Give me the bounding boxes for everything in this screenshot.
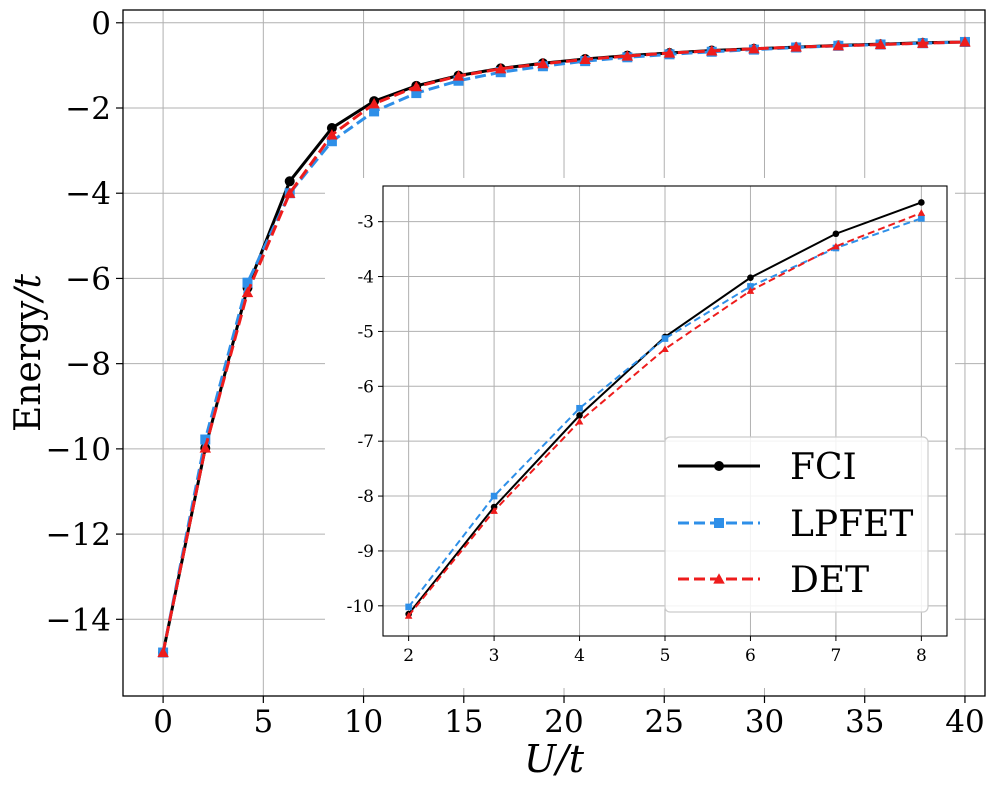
legend-entry-fci: FCI <box>678 447 857 488</box>
circle-marker <box>576 412 583 419</box>
triangle-marker <box>959 36 971 47</box>
square-marker <box>747 283 754 290</box>
triangle-marker <box>157 646 169 658</box>
legend: FCI LPFET DET <box>664 436 929 613</box>
legend-entry-det: DET <box>678 560 869 601</box>
inset-x-tick-label: 5 <box>660 646 671 666</box>
circle-marker <box>326 123 337 134</box>
inset-x-tick-label: 3 <box>489 646 500 666</box>
triangle-marker <box>705 45 718 56</box>
square-marker <box>490 492 498 500</box>
y-tick-label: −8 <box>65 347 111 383</box>
inset-y-tick-label: -7 <box>357 432 374 452</box>
legend-circle-marker <box>714 461 724 471</box>
triangle-marker <box>832 40 845 51</box>
inset-y-tick-label: -4 <box>357 268 374 288</box>
square-marker <box>200 434 211 445</box>
triangle-marker <box>452 70 465 81</box>
legend-frame <box>664 436 929 613</box>
triangle-marker <box>746 287 755 294</box>
legend-label: FCI <box>790 447 857 488</box>
triangle-marker <box>663 47 676 58</box>
x-tick-label: 40 <box>945 704 984 740</box>
triangle-marker <box>575 417 584 425</box>
square-marker <box>661 335 669 342</box>
inset-x-tick-label: 2 <box>403 646 414 666</box>
triangle-marker <box>404 611 413 619</box>
triangle-marker <box>537 57 549 69</box>
x-tick-label: 5 <box>253 704 273 740</box>
triangle-marker <box>368 97 380 109</box>
x-axis-label: U/t <box>524 737 585 781</box>
triangle-marker <box>326 129 338 140</box>
inset-plot: 2 3 4 5 6 7 8 -3 -4 -5 -6 -7 -8 -9 -10 FCI LPFET DET <box>325 178 955 688</box>
circle-marker <box>832 230 840 238</box>
y-tick-label: −12 <box>46 517 111 553</box>
y-tick-label: −6 <box>65 261 111 297</box>
triangle-marker <box>410 80 423 92</box>
inset-x-tick-label: 6 <box>745 646 756 666</box>
square-marker <box>242 277 253 288</box>
inset-y-tick-label: -10 <box>347 597 374 617</box>
triangle-marker <box>241 286 254 298</box>
y-tick-label: −10 <box>46 432 111 468</box>
y-tick-label: −14 <box>46 602 111 638</box>
x-tick-label: 20 <box>544 704 583 740</box>
triangle-marker <box>283 187 296 198</box>
main-axes-frame <box>122 9 986 697</box>
inset-x-tick-label: 4 <box>574 646 585 666</box>
circle-marker <box>284 176 295 187</box>
triangle-marker <box>621 50 634 61</box>
legend-square-marker <box>714 518 724 528</box>
triangle-marker <box>874 38 887 50</box>
triangle-marker <box>661 345 669 353</box>
y-tick-label: −2 <box>65 91 111 127</box>
series-det <box>157 36 971 658</box>
square-marker <box>405 603 412 611</box>
inset-x-tick-label: 8 <box>916 646 927 666</box>
inset-x-tick-label: 7 <box>830 646 841 666</box>
x-tick-label: 0 <box>153 704 173 740</box>
y-axis-label: Energy/t <box>8 273 49 432</box>
triangle-marker <box>199 442 212 453</box>
y-tick-label: −4 <box>65 176 111 212</box>
triangle-marker <box>917 209 926 216</box>
inset-y-tick-label: -8 <box>357 487 374 507</box>
inset-series-det <box>404 209 926 619</box>
inset-y-tick-label: -6 <box>357 377 374 397</box>
triangle-marker <box>579 53 591 65</box>
triangle-marker <box>790 41 802 52</box>
x-tick-label: 10 <box>344 704 383 740</box>
inset-y-tick-label: -9 <box>357 542 374 562</box>
circle-marker <box>918 199 925 206</box>
legend-triangle-marker <box>713 573 725 584</box>
x-tick-label: 15 <box>444 704 483 740</box>
square-marker <box>453 75 464 86</box>
triangle-marker <box>832 242 840 250</box>
square-marker <box>369 106 380 117</box>
legend-label: DET <box>790 560 869 601</box>
square-marker <box>576 404 583 412</box>
inset-y-tick-label: -3 <box>357 213 374 233</box>
square-marker <box>411 88 422 99</box>
triangle-marker <box>748 43 760 54</box>
legend-entry-lpfet: LPFET <box>678 504 913 545</box>
triangle-marker <box>490 507 498 514</box>
triangle-marker <box>494 63 507 74</box>
circle-marker <box>747 274 754 281</box>
y-tick-label: 0 <box>91 6 111 42</box>
legend-label: LPFET <box>790 504 913 545</box>
triangle-marker <box>917 37 929 48</box>
x-tick-label: 25 <box>645 704 684 740</box>
square-marker <box>326 136 337 147</box>
series-line <box>161 40 965 653</box>
x-tick-label: 30 <box>745 704 784 740</box>
inset-y-tick-label: -5 <box>357 322 374 342</box>
x-tick-label: 35 <box>845 704 884 740</box>
square-marker <box>918 215 925 222</box>
